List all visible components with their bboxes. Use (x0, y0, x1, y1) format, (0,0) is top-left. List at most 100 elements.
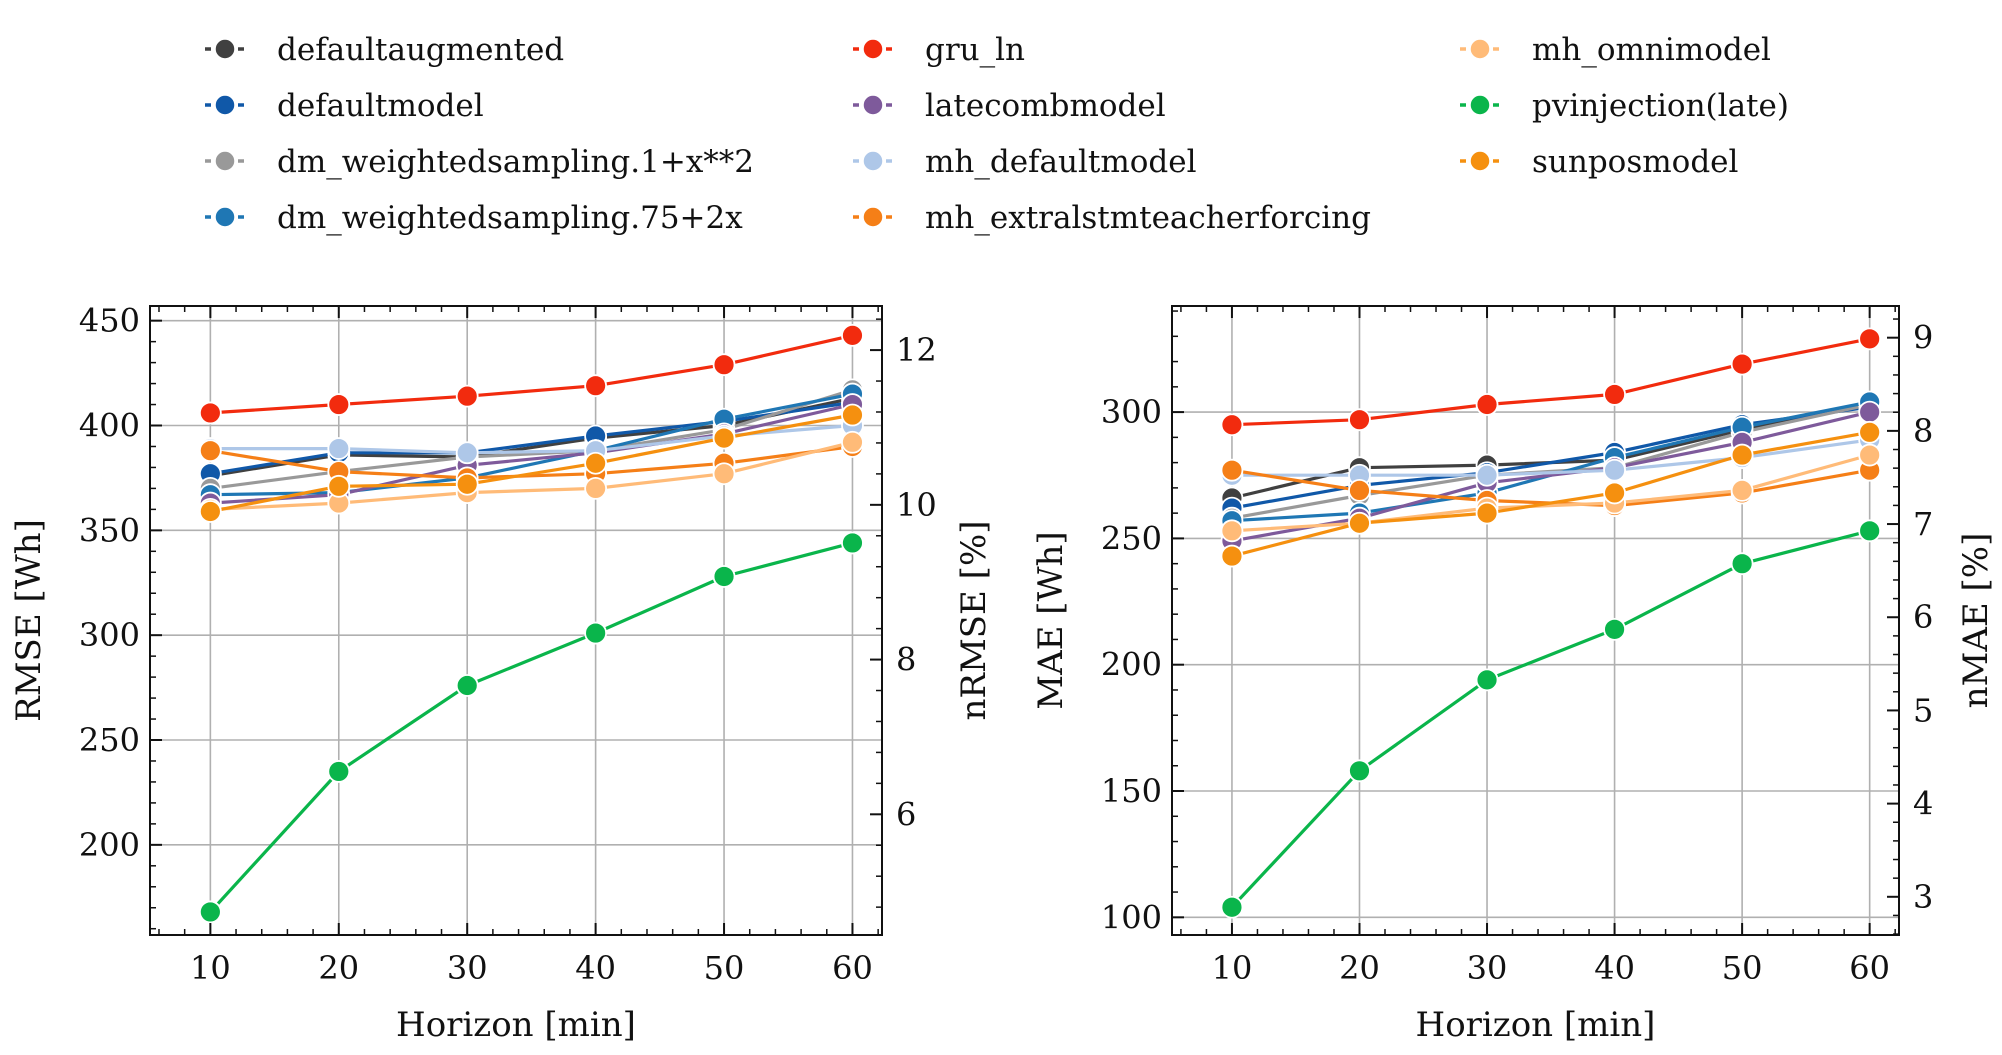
series-line-mh-omnimodel (210, 440, 853, 511)
legend-entry-pvinjection-late: pvinjection(late) (1460, 88, 1789, 124)
data-point-mh-extralstmteacherforcing (1220, 458, 1244, 482)
data-point-mh-defaultmodel (1475, 463, 1499, 487)
data-point-sunposmodel (584, 451, 608, 475)
data-point-gru-ln (841, 323, 864, 347)
y-tick-label: 250 (79, 721, 140, 759)
data-point-sunposmodel (1730, 443, 1754, 467)
legend-entry-mh-extralstmteacherforcing: mh_extralstmteacherforcing (853, 200, 1371, 236)
data-point-mh-defaultmodel (1603, 458, 1626, 482)
plot-frame (149, 305, 883, 936)
legend-marker (214, 150, 236, 172)
series-line-pvinjection-late (209, 541, 853, 913)
data-point-sunposmodel (1348, 511, 1371, 535)
data-point-gru-ln (327, 393, 351, 416)
legend-entry-mh-defaultmodel: mh_defaultmodel (853, 144, 1197, 180)
mae-chart: 10 20 30 40 50 60 100 150 200 250 300 3 4 5 6 7 8 9 Horizo… (1031, 305, 1996, 1045)
y-axis-left: 200 250 300 350 400 450 (79, 302, 162, 930)
y2-tick-label: 5 (1913, 691, 1933, 729)
y-tick-label: 150 (1101, 772, 1162, 810)
data-point-gru-ln (1475, 393, 1499, 416)
y-axis-label: RMSE [Wh] (9, 519, 49, 722)
legend-label: mh_omnimodel (1532, 32, 1771, 68)
series-line-mh-omnimodel (1231, 453, 1871, 533)
x-axis-label: Horizon [min] (396, 1005, 636, 1045)
data-point-sunposmodel (1603, 481, 1626, 505)
data-point-pvinjection-late (1858, 519, 1882, 543)
legend-entry-defaultaugmented: defaultaugmented (205, 32, 564, 68)
data-point-mh-defaultmodel (455, 441, 479, 465)
legend-label: sunposmodel (1532, 144, 1738, 180)
series-group (198, 323, 864, 924)
x-axis: 10 20 30 40 50 60 (1180, 306, 1896, 987)
data-point-gru-ln (1220, 413, 1244, 437)
data-point-pvinjection-late (1348, 759, 1371, 783)
data-point-pvinjection-late (712, 565, 736, 588)
data-point-pvinjection-late (841, 531, 864, 555)
data-point-sunposmodel (455, 472, 479, 496)
data-point-sunposmodel (712, 426, 736, 450)
y-tick-label: 350 (79, 511, 140, 549)
y2-tick-label: 8 (1913, 412, 1933, 450)
data-point-sunposmodel (1220, 544, 1244, 568)
legend-marker (862, 38, 884, 60)
x-tick-label: 60 (832, 949, 873, 987)
data-point-gru-ln (712, 353, 736, 377)
y2-tick-label: 6 (1913, 598, 1933, 636)
x-tick-label: 50 (704, 949, 745, 987)
y2-tick-label: 8 (896, 641, 916, 679)
legend-label: dm_weightedsampling.1+x**2 (277, 144, 754, 180)
data-point-pvinjection-late (1730, 552, 1754, 576)
data-point-latecombmodel (1858, 400, 1882, 424)
plot-frame (1171, 305, 1900, 936)
x-axis: 10 20 30 40 50 60 (158, 306, 879, 987)
data-point-mh-extralstmteacherforcing (1348, 479, 1371, 502)
data-point-sunposmodel (198, 500, 222, 523)
y-tick-label: 250 (1101, 519, 1162, 557)
y2-tick-label: 6 (896, 795, 916, 833)
y-axis-right: 3 4 5 6 7 8 9 (1887, 318, 1933, 935)
x-tick-label: 50 (1722, 949, 1763, 987)
series-line-pvinjection-late (1230, 529, 1871, 909)
y2-axis-label: nMAE [%] (1956, 533, 1996, 709)
y-tick-label: 300 (79, 616, 140, 654)
legend-marker (862, 94, 884, 116)
y2-tick-label: 9 (1913, 319, 1933, 357)
data-point-mh-omnimodel (1730, 479, 1754, 502)
data-point-mh-omnimodel (1858, 443, 1882, 467)
y2-tick-label: 12 (896, 331, 937, 369)
grid (1172, 306, 1899, 935)
legend-entry-latecombmodel: latecombmodel (853, 88, 1166, 124)
data-point-gru-ln (1348, 408, 1371, 432)
series-line-latecombmodel (210, 402, 853, 505)
x-tick-label: 10 (190, 949, 231, 987)
y2-tick-label: 7 (1913, 505, 1933, 543)
data-point-gru-ln (1858, 327, 1882, 351)
legend-marker (214, 206, 236, 228)
legend-label: mh_extralstmteacherforcing (925, 200, 1371, 236)
y2-axis-label: nRMSE [%] (954, 520, 994, 720)
data-point-gru-ln (584, 374, 608, 398)
series-line-gru-ln (1231, 337, 1871, 427)
legend-label: mh_defaultmodel (925, 144, 1197, 180)
legend-marker (862, 206, 884, 228)
data-point-mh-defaultmodel (327, 437, 351, 460)
y2-tick-label: 3 (1913, 878, 1933, 916)
data-point-sunposmodel (327, 474, 351, 498)
x-tick-label: 20 (318, 949, 359, 987)
data-point-gru-ln (1603, 383, 1626, 406)
legend-marker (1469, 94, 1491, 116)
legend-marker (214, 94, 236, 116)
y-tick-label: 300 (1101, 393, 1162, 431)
series-line-sunposmodel (1231, 430, 1870, 558)
legend-label: defaultmodel (277, 88, 484, 124)
rmse-chart: 10 20 30 40 50 60 200 250 300 350 400 450 6 8 10 12 Hori… (9, 302, 994, 1045)
data-point-gru-ln (198, 401, 222, 425)
y-tick-label: 100 (1101, 898, 1162, 936)
series-group (1220, 327, 1882, 919)
y-axis-right: 6 8 10 12 (870, 318, 937, 908)
legend-label: dm_weightedsampling.75+2x (277, 200, 743, 236)
series-line-mh-defaultmodel (1231, 438, 1870, 477)
legend-entry-sunposmodel: sunposmodel (1460, 144, 1738, 180)
series-line-sunposmodel (210, 413, 853, 514)
